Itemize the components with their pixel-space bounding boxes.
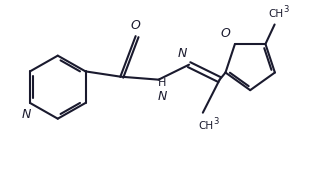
Text: O: O <box>220 26 230 39</box>
Text: 3: 3 <box>213 117 218 126</box>
Text: H: H <box>158 78 166 88</box>
Text: 3: 3 <box>284 5 289 14</box>
Text: N: N <box>177 47 187 60</box>
Text: O: O <box>131 19 141 32</box>
Text: N: N <box>22 108 31 121</box>
Text: CH: CH <box>269 9 284 19</box>
Text: CH: CH <box>198 121 213 131</box>
Text: N: N <box>158 90 167 103</box>
